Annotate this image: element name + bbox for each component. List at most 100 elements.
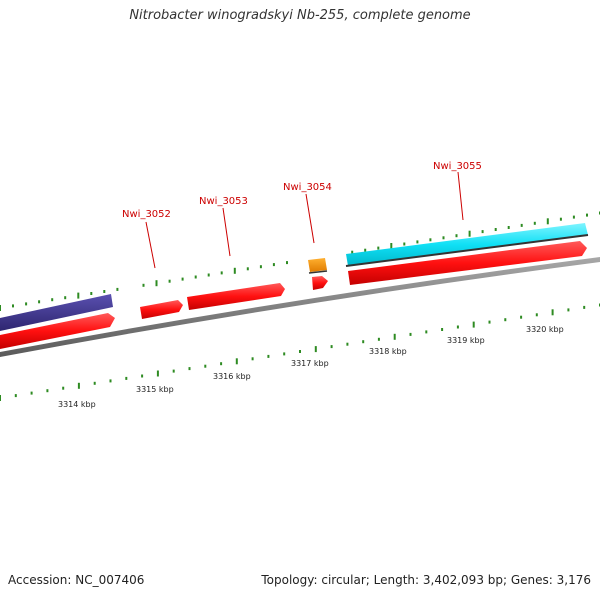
minor-tick: [351, 250, 354, 254]
major-tick: [233, 267, 236, 274]
minor-tick: [220, 271, 223, 275]
major-tick: [472, 321, 475, 328]
minor-tick: [46, 389, 49, 393]
minor-tick: [246, 267, 249, 271]
minor-tick: [207, 273, 210, 277]
gene-nwi-3055-underline: [345, 234, 589, 267]
gene-nwi-3054-rna: [308, 258, 327, 272]
map-title: Nitrobacter winogradskyi Nb-255, complet…: [129, 8, 471, 23]
gene-label-nwi-3053: Nwi_3053: [199, 196, 248, 207]
major-tick: [77, 382, 80, 389]
gene-label-nwi-3054: Nwi_3054: [283, 182, 332, 193]
gene-label-nwi-3052: Nwi_3052: [122, 209, 171, 220]
major-tick: [0, 305, 1, 311]
major-tick: [314, 346, 317, 353]
minor-tick: [141, 374, 144, 378]
leader-nwi-3055: [457, 171, 464, 221]
minor-tick: [90, 292, 93, 295]
minor-tick: [377, 246, 380, 250]
leader-nwi-3053: [222, 207, 231, 257]
major-tick: [155, 280, 158, 287]
minor-tick: [25, 302, 28, 306]
minor-tick: [520, 315, 523, 319]
minor-tick: [168, 279, 171, 283]
minor-tick: [403, 242, 406, 246]
major-tick: [235, 358, 238, 365]
leader-nwi-3054: [305, 193, 315, 244]
minor-tick: [267, 354, 270, 358]
gene-nwi-3054-underline: [308, 270, 328, 274]
minor-tick: [12, 304, 14, 308]
minor-tick: [204, 364, 207, 368]
major-tick: [0, 395, 1, 401]
minor-tick: [38, 300, 41, 304]
minor-tick: [425, 330, 428, 334]
minor-tick: [181, 277, 184, 281]
scale-label-3315: 3315 kbp: [136, 385, 174, 394]
minor-tick: [172, 369, 175, 373]
minor-tick: [188, 367, 191, 371]
minor-tick: [481, 230, 484, 234]
minor-tick: [51, 298, 54, 302]
minor-tick: [346, 342, 349, 346]
minor-tick: [442, 236, 445, 240]
minor-tick: [583, 305, 586, 309]
minor-tick: [220, 362, 223, 366]
upper-tick-track: [0, 211, 600, 311]
minor-tick: [362, 340, 365, 344]
minor-tick: [456, 325, 459, 329]
minor-tick: [586, 213, 588, 217]
major-tick: [468, 230, 471, 237]
minor-tick: [14, 394, 17, 398]
scale-label-3314: 3314 kbp: [58, 400, 96, 409]
minor-tick: [299, 350, 301, 353]
gene-nwi-3054-cds: [312, 276, 328, 290]
reverse-gene-left: [0, 313, 115, 349]
minor-tick: [504, 318, 507, 322]
minor-tick: [194, 275, 197, 279]
minor-tick: [559, 217, 562, 221]
minor-tick: [488, 320, 491, 324]
gene-label-nwi-3055: Nwi_3055: [433, 161, 482, 172]
lower-tick-track: [0, 303, 600, 401]
minor-tick: [142, 283, 145, 287]
minor-tick: [116, 287, 119, 291]
minor-tick: [429, 238, 432, 242]
major-tick: [551, 309, 554, 316]
gene-nwi-3053: [187, 283, 285, 310]
scale-label-3319: 3319 kbp: [447, 336, 485, 345]
minor-tick: [62, 386, 65, 390]
minor-tick: [416, 240, 419, 244]
scale-label-3316: 3316 kbp: [213, 372, 251, 381]
major-tick: [393, 333, 396, 340]
minor-tick: [109, 379, 112, 383]
gene-nwi-3052: [140, 300, 183, 319]
minor-tick: [494, 228, 497, 231]
minor-tick: [533, 221, 536, 225]
minor-tick: [30, 391, 33, 395]
genome-backbone: [0, 257, 600, 357]
minor-tick: [330, 345, 333, 349]
minor-tick: [93, 381, 96, 385]
accession-text: Accession: NC_007406: [8, 573, 145, 587]
scale-label-3320: 3320 kbp: [526, 325, 564, 334]
minor-tick: [567, 308, 570, 312]
gene-nwi-3055-forward: [346, 223, 588, 266]
minor-tick: [103, 290, 106, 293]
scale-label-3317: 3317 kbp: [291, 359, 329, 368]
minor-tick: [364, 248, 367, 252]
minor-tick: [377, 337, 380, 341]
major-tick: [77, 292, 80, 299]
minor-tick: [64, 296, 67, 300]
major-tick: [546, 218, 549, 225]
minor-tick: [441, 328, 444, 331]
genome-summary-text: Topology: circular; Length: 3,402,093 bp…: [261, 573, 591, 587]
minor-tick: [272, 263, 275, 267]
leader-nwi-3052: [145, 221, 156, 269]
major-tick: [390, 243, 393, 249]
minor-tick: [259, 265, 262, 269]
minor-tick: [520, 223, 523, 227]
reverse-gene-right: [348, 241, 587, 285]
minor-tick: [251, 357, 254, 361]
